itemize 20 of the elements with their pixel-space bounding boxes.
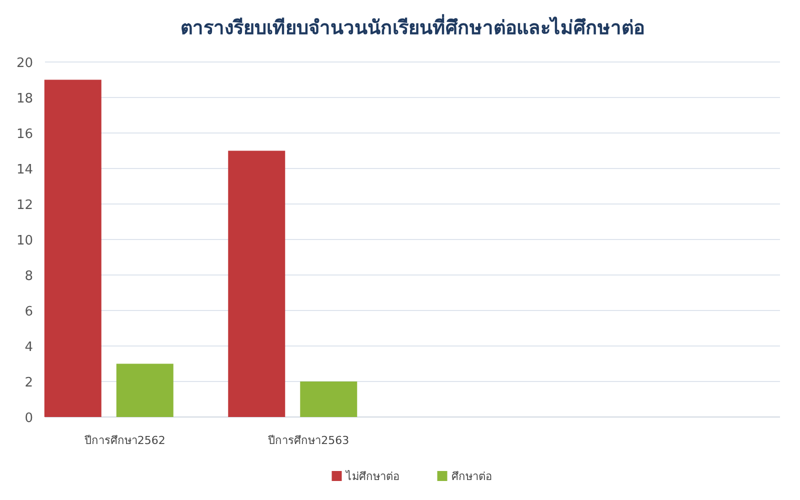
y-tick-label: 8 [24,269,33,284]
y-tick-label: 2 [24,376,33,390]
bar [300,382,358,417]
y-tick-label: 0 [24,411,33,426]
legend-label: ศึกษาต่อ [451,470,492,483]
bar [116,364,174,417]
y-tick-label: 6 [24,304,33,320]
y-tick-label: 14 [16,162,33,178]
legend-label: ไม่ศึกษาต่อ [344,470,400,483]
bar [44,80,102,417]
y-tick-label: 20 [16,56,33,71]
y-tick-label: 16 [16,127,33,142]
x-tick-label: ปีการศึกษา2563 [267,434,350,447]
x-tick-label: ปีการศึกษา2562 [83,434,166,447]
y-tick-label: 18 [16,92,33,106]
chart-title: ตารางรียบเทียบจำนวนนักเรียนที่ศึกษาต่อและไม่ศึกษาต่อ [180,14,644,39]
y-tick-label: 4 [24,340,33,355]
y-tick-label: 10 [16,234,33,248]
bar [228,150,286,417]
y-tick-label: 12 [16,198,33,213]
